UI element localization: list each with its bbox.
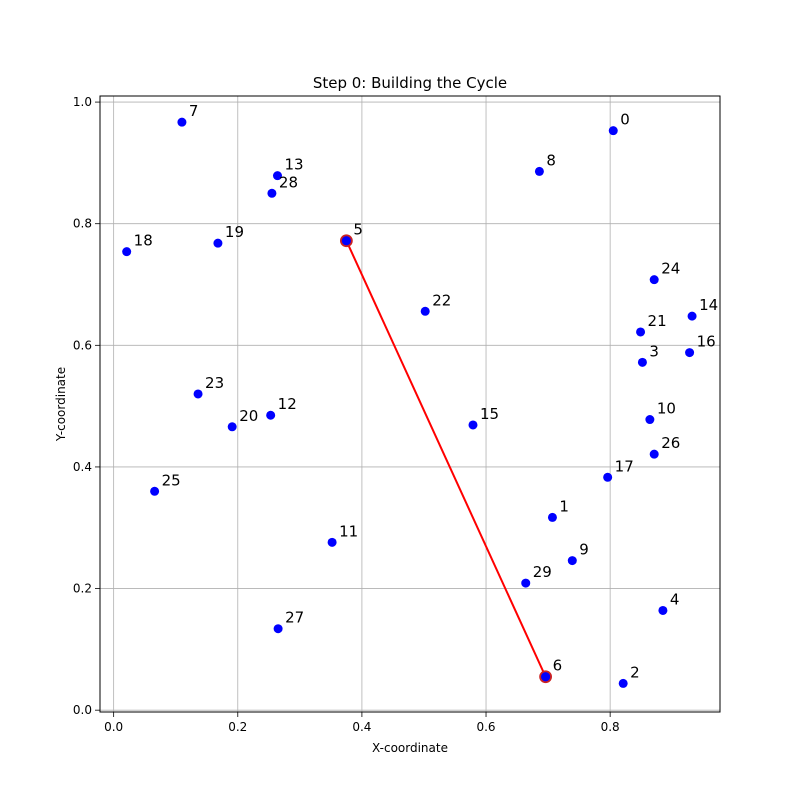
data-points: [122, 117, 697, 688]
path-segment: [345, 240, 547, 678]
point-label-27: 27: [285, 609, 304, 627]
data-point-12: [266, 410, 276, 420]
data-point-23: [193, 389, 203, 399]
data-point-14: [687, 311, 697, 321]
data-point-22: [420, 306, 430, 316]
cycle-path: [345, 240, 547, 678]
point-label-17: 17: [615, 457, 634, 475]
point-label-21: 21: [648, 312, 667, 330]
x-axis-ticks: 0.0 0.2 0.4 0.6 0.8: [104, 712, 620, 734]
data-point-9: [567, 556, 577, 566]
data-point-27: [273, 624, 283, 634]
data-point-13: [272, 171, 282, 181]
x-tick-label: 0.6: [476, 720, 495, 734]
y-tick-label: 0.6: [73, 338, 92, 352]
point-label-9: 9: [579, 541, 589, 559]
data-point-5: [339, 234, 353, 248]
point-label-6: 6: [553, 657, 563, 675]
data-point-18: [122, 247, 132, 257]
plot-area: [100, 96, 720, 712]
point-label-0: 0: [620, 111, 630, 129]
y-tick-label: 0.4: [73, 460, 92, 474]
point-label-3: 3: [649, 342, 659, 360]
point-label-23: 23: [205, 374, 224, 392]
point-label-14: 14: [699, 296, 718, 314]
point-label-26: 26: [661, 434, 680, 452]
data-point-20: [227, 422, 237, 432]
y-axis-label: Y-coordinate: [54, 367, 68, 442]
data-point-1: [547, 512, 557, 522]
point-label-29: 29: [533, 563, 552, 581]
data-point-3: [637, 357, 647, 367]
data-point-16: [685, 348, 695, 358]
data-point-17: [603, 472, 613, 482]
point-label-13: 13: [284, 156, 303, 174]
point-label-24: 24: [661, 260, 680, 278]
chart-title: Step 0: Building the Cycle: [313, 74, 507, 92]
point-label-15: 15: [480, 405, 499, 423]
point-label-1: 1: [559, 497, 569, 515]
y-tick-label: 1.0: [73, 95, 92, 109]
point-label-18: 18: [134, 232, 153, 250]
point-label-8: 8: [546, 151, 556, 169]
point-label-4: 4: [670, 590, 680, 608]
y-axis-ticks: 0.0 0.2 0.4 0.6 0.8 1.0: [73, 95, 100, 717]
point-label-28: 28: [279, 173, 298, 191]
x-tick-label: 0.8: [601, 720, 620, 734]
point-label-16: 16: [697, 333, 716, 351]
plot-frame: [99, 95, 721, 713]
y-tick-label: 0.0: [73, 703, 92, 717]
x-tick-label: 0.2: [228, 720, 247, 734]
data-point-25: [150, 486, 160, 496]
data-point-0: [608, 126, 618, 136]
point-label-10: 10: [657, 400, 676, 418]
data-point-4: [658, 605, 668, 615]
x-tick-label: 0.0: [104, 720, 123, 734]
point-label-22: 22: [432, 291, 451, 309]
point-label-11: 11: [339, 522, 358, 540]
data-point-2: [618, 678, 628, 688]
y-tick-label: 0.2: [73, 582, 92, 596]
data-point-8: [534, 166, 544, 176]
data-point-6: [539, 670, 553, 684]
data-point-19: [213, 238, 223, 248]
data-point-10: [645, 415, 655, 425]
data-point-11: [327, 537, 337, 547]
point-label-7: 7: [189, 102, 199, 120]
data-point-21: [636, 327, 646, 337]
point-label-12: 12: [278, 395, 297, 413]
grid-lines: [100, 96, 720, 712]
data-point-24: [649, 275, 659, 285]
data-point-7: [177, 117, 187, 127]
data-point-26: [649, 449, 659, 459]
x-tick-label: 0.4: [352, 720, 371, 734]
x-axis-label: X-coordinate: [372, 741, 448, 755]
point-label-2: 2: [630, 663, 640, 681]
y-tick-label: 0.8: [73, 217, 92, 231]
point-label-25: 25: [162, 471, 181, 489]
data-point-28: [267, 188, 277, 198]
point-label-19: 19: [225, 223, 244, 241]
data-point-15: [468, 420, 478, 430]
point-label-5: 5: [353, 221, 363, 239]
point-label-20: 20: [239, 407, 258, 425]
data-point-29: [521, 578, 531, 588]
